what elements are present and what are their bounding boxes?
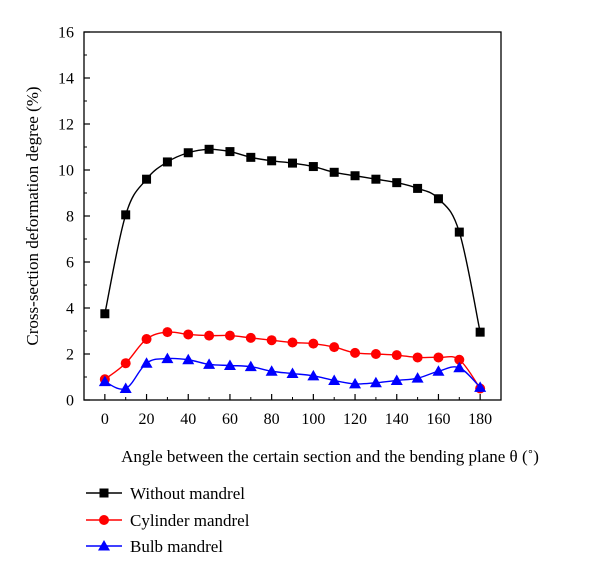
y-tick-label: 4	[66, 301, 74, 318]
legend-marker	[99, 515, 109, 525]
data-point	[223, 359, 236, 370]
data-point	[141, 334, 152, 345]
data-point	[412, 352, 423, 363]
x-tick-label: 40	[180, 411, 196, 428]
data-point	[308, 162, 318, 172]
y-tick-label: 8	[66, 209, 74, 226]
x-tick-label: 100	[301, 411, 325, 428]
data-point	[183, 148, 193, 158]
data-point	[390, 374, 403, 385]
series-2	[98, 352, 487, 393]
data-point	[287, 337, 298, 348]
x-tick-label: 20	[139, 411, 155, 428]
legend: Without mandrel Cylinder mandrel Bulb mand…	[86, 484, 250, 556]
data-point	[225, 147, 235, 157]
y-tick-label: 14	[58, 71, 74, 88]
data-point	[391, 350, 402, 361]
data-point	[329, 167, 339, 177]
data-point	[370, 349, 381, 359]
data-point	[119, 382, 132, 393]
y-tick-label: 16	[58, 25, 74, 42]
data-point	[100, 309, 110, 319]
data-point	[204, 330, 215, 341]
data-point	[286, 367, 299, 379]
series-line	[104, 148, 481, 333]
y-axis-label: Cross-section deformation degree (%)	[23, 86, 42, 345]
data-point	[433, 352, 444, 363]
data-point	[267, 156, 277, 166]
data-point	[350, 171, 360, 181]
x-tick-label: 120	[343, 411, 367, 428]
series-0	[100, 144, 485, 337]
data-point	[432, 365, 445, 376]
x-tick-label: 180	[468, 411, 492, 428]
y-tick-label: 0	[66, 393, 74, 410]
y-tick-label: 12	[58, 117, 74, 134]
data-point	[475, 327, 485, 337]
data-point	[121, 210, 131, 220]
data-point	[433, 194, 443, 204]
y-tick-label: 2	[66, 347, 74, 364]
data-point	[329, 342, 340, 353]
data-point	[454, 354, 465, 365]
data-point	[140, 357, 153, 368]
data-point	[203, 358, 216, 369]
data-point	[244, 360, 257, 372]
data-point	[204, 144, 214, 154]
data-point	[162, 327, 173, 338]
x-tick-label: 140	[385, 411, 409, 428]
data-point	[371, 174, 381, 184]
legend-item: Bulb mandrel	[86, 537, 223, 556]
data-point	[453, 361, 466, 373]
data-point	[349, 377, 362, 389]
x-tick-label: 0	[101, 411, 109, 428]
data-point	[161, 352, 174, 364]
y-tick-label: 6	[66, 255, 74, 272]
legend-label: Without mandrel	[130, 484, 245, 503]
data-point	[182, 353, 195, 365]
data-point	[308, 338, 319, 349]
x-tick-label: 60	[222, 411, 238, 428]
legend-label: Bulb mandrel	[130, 537, 223, 556]
data-point	[245, 332, 256, 343]
legend-label: Cylinder mandrel	[130, 511, 250, 530]
data-point	[413, 183, 423, 193]
x-axis-label: Angle between the certain section and th…	[121, 447, 539, 466]
data-point	[474, 381, 487, 392]
data-point	[224, 330, 235, 341]
legend-item: Without mandrel	[86, 484, 245, 503]
data-point	[369, 376, 382, 388]
data-point	[246, 152, 256, 162]
series-1	[99, 327, 486, 394]
data-point	[307, 369, 320, 381]
data-point	[142, 174, 152, 184]
legend-marker	[99, 488, 109, 498]
data-point	[266, 335, 277, 346]
data-point	[98, 375, 111, 387]
data-point	[120, 358, 131, 369]
x-tick-label: 160	[426, 411, 450, 428]
legend-marker	[98, 540, 110, 551]
data-point	[265, 365, 278, 376]
data-point	[350, 347, 361, 358]
data-point	[392, 178, 402, 188]
data-point	[162, 157, 172, 167]
data-point	[288, 158, 297, 168]
data-point	[183, 329, 194, 340]
y-tick-label: 10	[58, 163, 74, 180]
data-point	[328, 374, 341, 385]
legend-item: Cylinder mandrel	[86, 511, 250, 530]
x-tick-label: 80	[264, 411, 280, 428]
data-point	[454, 227, 464, 237]
data-point	[411, 372, 424, 383]
